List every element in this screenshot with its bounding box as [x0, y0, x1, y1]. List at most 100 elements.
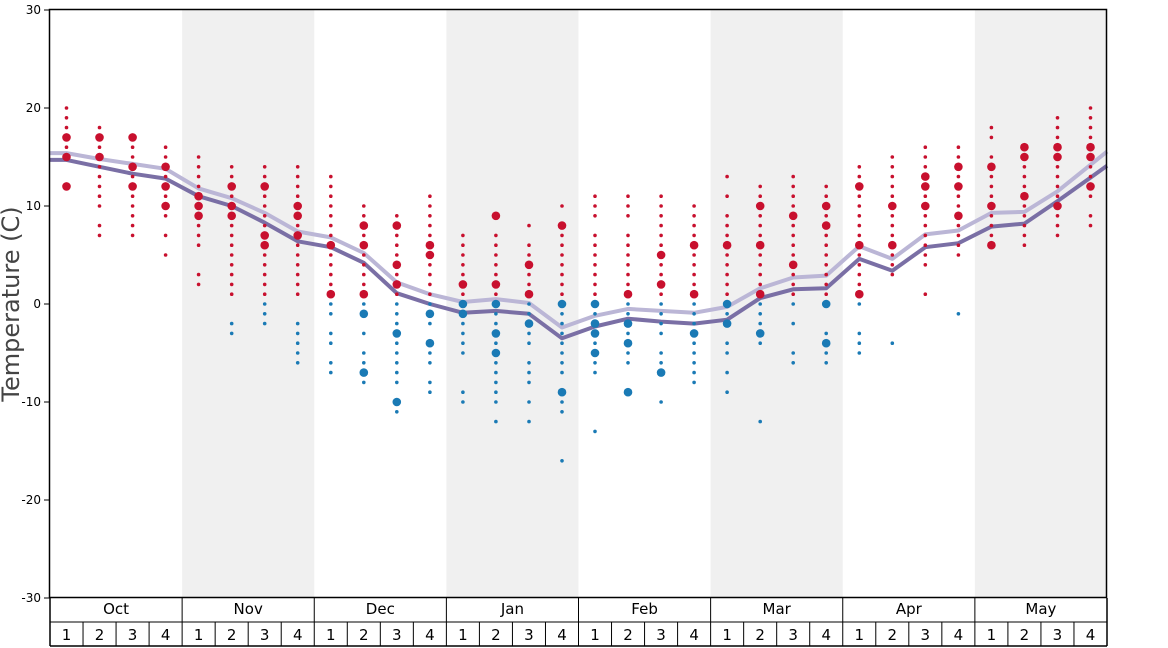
warm-point: [692, 263, 696, 267]
week-label: 1: [987, 626, 997, 644]
cold-point: [362, 351, 366, 355]
warm-point: [161, 182, 170, 191]
cold-point: [395, 410, 399, 414]
warm-point: [1055, 116, 1060, 120]
week-label: 2: [227, 626, 237, 644]
warm-point: [593, 194, 597, 198]
cold-point: [428, 321, 432, 326]
cold-point: [494, 390, 498, 395]
week-label: 2: [491, 626, 501, 644]
warm-point: [62, 133, 71, 142]
cold-point: [557, 299, 567, 309]
warm-point: [857, 204, 862, 208]
warm-point: [295, 174, 300, 179]
warm-point: [692, 233, 696, 238]
warm-point: [1020, 142, 1029, 152]
warm-point: [656, 250, 666, 260]
warm-point: [857, 194, 862, 198]
warm-point: [593, 292, 597, 297]
warm-point: [128, 182, 137, 191]
y-tick-label: 10: [26, 199, 41, 213]
cold-point: [593, 312, 597, 316]
cold-point: [295, 341, 300, 346]
warm-point: [921, 201, 930, 211]
warm-point: [659, 194, 663, 198]
warm-point: [791, 272, 795, 277]
cold-point: [692, 321, 696, 326]
cold-point: [527, 380, 531, 385]
warm-point: [229, 194, 234, 198]
warm-point: [659, 243, 663, 247]
warm-point: [97, 145, 102, 149]
warm-point: [560, 253, 564, 257]
cold-point: [659, 361, 663, 365]
warm-point: [293, 211, 303, 221]
warm-point: [791, 174, 795, 179]
warm-point: [659, 214, 663, 218]
cold-point: [758, 302, 762, 306]
warm-point: [890, 165, 895, 169]
warm-point: [1055, 233, 1060, 238]
cold-point: [689, 329, 699, 338]
warm-point: [130, 204, 135, 208]
warm-point: [824, 253, 828, 257]
week-label: 1: [722, 626, 732, 644]
warm-point: [791, 292, 795, 297]
warm-point: [194, 201, 203, 211]
cold-point: [692, 351, 696, 355]
week-label: 4: [161, 626, 171, 644]
cold-point: [262, 312, 267, 316]
warm-point: [161, 162, 170, 172]
warm-point: [560, 204, 564, 208]
warm-point: [196, 282, 201, 287]
warm-point: [295, 272, 300, 277]
warm-point: [725, 282, 729, 287]
cold-point: [692, 341, 696, 346]
warm-point: [329, 223, 333, 228]
cold-point: [458, 299, 468, 309]
cold-point: [656, 368, 666, 377]
week-label: 2: [755, 626, 765, 644]
warm-point: [593, 243, 597, 247]
cold-point: [758, 341, 762, 346]
warm-point: [956, 253, 961, 257]
warm-point: [857, 233, 862, 238]
warm-point: [295, 165, 300, 169]
warm-point: [392, 280, 402, 289]
warm-point: [295, 292, 300, 297]
warm-point: [824, 282, 828, 287]
month-label: Jan: [500, 600, 524, 618]
warm-point: [593, 204, 597, 208]
warm-point: [855, 289, 864, 299]
week-label: 3: [524, 626, 534, 644]
warm-point: [262, 165, 267, 169]
cold-point: [692, 312, 696, 316]
cold-point: [824, 361, 828, 365]
warm-point: [659, 223, 663, 228]
warm-point: [1053, 201, 1062, 211]
cold-point: [560, 361, 564, 365]
cold-point: [362, 361, 366, 365]
week-label: 3: [656, 626, 666, 644]
y-tick-label: -20: [21, 493, 41, 507]
cold-point: [494, 321, 498, 326]
cold-point: [857, 341, 862, 346]
month-label: Apr: [896, 600, 923, 618]
cold-point: [560, 459, 564, 463]
warm-point: [725, 214, 729, 218]
warm-point: [329, 184, 333, 189]
warm-point: [725, 253, 729, 257]
warm-point: [890, 214, 895, 218]
warm-point: [821, 201, 831, 211]
warm-point: [1088, 125, 1093, 130]
warm-point: [295, 243, 300, 247]
warm-point: [163, 253, 168, 257]
cold-point: [659, 321, 663, 326]
y-axis-title: Temperature (C): [0, 206, 25, 402]
cold-point: [791, 361, 795, 365]
warm-point: [329, 233, 333, 238]
warm-point: [923, 292, 928, 297]
warm-point: [461, 292, 465, 297]
warm-point: [428, 214, 432, 218]
week-label: 2: [888, 626, 898, 644]
